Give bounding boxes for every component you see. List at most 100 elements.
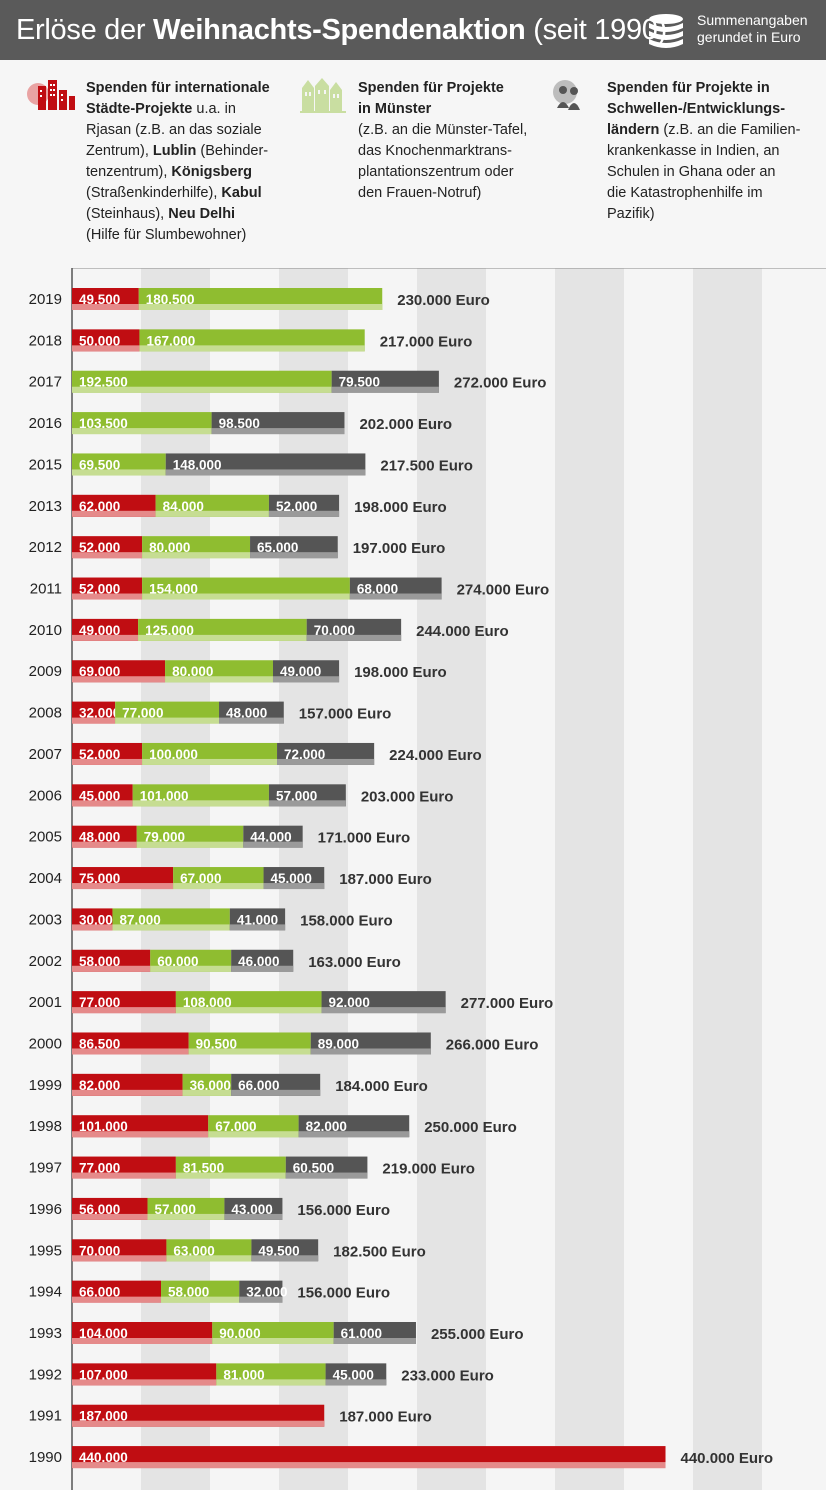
year-label: 2007 xyxy=(29,746,62,763)
legend-line: (z.B. an die Münster-Tafel, xyxy=(358,120,527,141)
legend-line: Rjasan (z.B. an das soziale xyxy=(86,120,270,141)
bar-shade-developing xyxy=(333,1338,416,1344)
year-label: 2015 xyxy=(29,456,62,473)
grid-band xyxy=(417,268,486,1490)
bar-shade-international xyxy=(72,1255,167,1262)
bar-shade-muenster xyxy=(138,634,307,641)
year-label: 2009 xyxy=(29,663,62,680)
bar-value-label: 52.000 xyxy=(79,540,120,555)
legend-segment: in Münster xyxy=(358,101,432,117)
bar-shade-international xyxy=(72,510,156,517)
legend-segment: krankenkasse in Indien, an xyxy=(607,143,780,159)
bar-value-label: 46.000 xyxy=(238,954,279,969)
title-tail: (seit 1990) xyxy=(525,14,667,46)
year-label: 1991 xyxy=(29,1408,62,1425)
year-label: 2010 xyxy=(29,622,62,639)
total-label: 187.000 Euro xyxy=(339,1409,432,1426)
people-globe-icon xyxy=(553,80,580,110)
bar-value-label: 101.000 xyxy=(140,788,189,803)
bar-shade-developing xyxy=(277,758,375,765)
bar-shade-international xyxy=(72,1420,325,1427)
year-label: 2019 xyxy=(29,291,62,308)
bar-shade-muenster xyxy=(161,1296,240,1303)
bar-value-label: 77.000 xyxy=(122,706,163,721)
legend-line: den Frauen-Notruf) xyxy=(358,183,527,204)
bar-shade-developing xyxy=(263,883,325,890)
bar-value-label: 44.000 xyxy=(250,830,291,845)
year-label: 2013 xyxy=(29,498,62,515)
bar-value-label: 45.000 xyxy=(79,788,120,803)
legend-segment: Städte-Projekte xyxy=(86,101,193,117)
bar-shade-international xyxy=(72,841,137,848)
bar-value-label: 66.000 xyxy=(238,1078,279,1093)
bar-value-label: 79.500 xyxy=(339,375,380,390)
coin-stack-icon xyxy=(649,14,683,48)
total-label: 274.000 Euro xyxy=(457,582,550,599)
total-label: 266.000 Euro xyxy=(446,1036,539,1053)
legend-segment: (Behinder- xyxy=(196,143,269,159)
legend-segment: die Katastrophenhilfe im xyxy=(607,185,763,201)
bar-shade-muenster xyxy=(166,1255,252,1262)
year-label: 1995 xyxy=(29,1242,62,1259)
bar-value-label: 67.000 xyxy=(215,1119,256,1134)
year-label: 2012 xyxy=(29,539,62,556)
legend-segment: das Knochenmarktrans- xyxy=(358,143,512,159)
bar-shade-international xyxy=(72,552,143,559)
bar-value-label: 52.000 xyxy=(79,582,120,597)
bar-shade-muenster xyxy=(212,1338,334,1344)
bar-value-label: 75.000 xyxy=(79,871,120,886)
legend-segment: (Straßenkinderhilfe), xyxy=(86,185,222,201)
bar-shade-international xyxy=(72,1462,666,1469)
bar-value-label: 180.500 xyxy=(146,292,195,307)
grid-band xyxy=(693,268,762,1490)
bar-shade-muenster xyxy=(175,1007,322,1014)
year-label: 2006 xyxy=(29,787,62,804)
year-label: 2000 xyxy=(29,1035,62,1052)
bar-shade-international xyxy=(72,1048,189,1055)
total-label: 217.500 Euro xyxy=(380,457,473,474)
bar-shade-developing xyxy=(321,1007,446,1014)
bar-shade-muenster xyxy=(155,510,269,517)
year-label: 2003 xyxy=(29,911,62,928)
legend-line: tenzentrum), Königsberg xyxy=(86,162,270,183)
bar-value-label: 108.000 xyxy=(183,995,232,1010)
bar-value-label: 52.000 xyxy=(79,747,120,762)
total-label: 158.000 Euro xyxy=(300,912,393,929)
legend-segment: Königsberg xyxy=(171,164,252,180)
year-label: 2002 xyxy=(29,953,62,970)
bar-value-label: 52.000 xyxy=(276,499,317,514)
legend-line: Zentrum), Lublin (Behinder- xyxy=(86,141,270,162)
bar-shade-international xyxy=(72,1338,213,1344)
total-label: 197.000 Euro xyxy=(353,540,446,557)
bar-shade-international xyxy=(72,634,139,641)
bar-shade-developing xyxy=(268,510,340,517)
legend-segment: (z.B. an die Familien- xyxy=(659,122,801,138)
year-label: 2017 xyxy=(29,374,62,391)
legend-segment: Pazifik) xyxy=(607,206,655,222)
bar-shade-international xyxy=(72,304,139,310)
bar-shade-muenster xyxy=(72,428,212,435)
legend-segment: tenzentrum), xyxy=(86,164,172,180)
bar-value-label: 60.500 xyxy=(293,1161,334,1176)
year-label: 1996 xyxy=(29,1201,62,1218)
bar-value-label: 69.500 xyxy=(79,457,120,472)
bar-shade-muenster xyxy=(208,1131,299,1138)
bar-shade-international xyxy=(72,676,166,683)
legend-segment: den Frauen-Notruf) xyxy=(358,185,482,201)
bar-shade-developing xyxy=(325,1379,387,1386)
bar-shade-international xyxy=(72,800,133,807)
bar-value-label: 125.000 xyxy=(145,623,194,638)
legend-line: die Katastrophenhilfe im xyxy=(607,183,800,204)
bar-value-label: 77.000 xyxy=(79,995,120,1010)
bar-value-label: 167.000 xyxy=(146,333,195,348)
bar-value-label: 56.000 xyxy=(79,1202,120,1217)
bar-value-label: 103.500 xyxy=(79,416,128,431)
bar-shade-developing xyxy=(285,1172,368,1179)
bar-value-label: 62.000 xyxy=(79,499,120,514)
total-label: 202.000 Euro xyxy=(359,416,452,433)
year-label: 1990 xyxy=(29,1449,62,1466)
bar-value-label: 101.000 xyxy=(79,1119,128,1134)
year-label: 2008 xyxy=(29,705,62,722)
bar-value-label: 79.000 xyxy=(144,830,185,845)
bar-shade-developing xyxy=(250,552,338,559)
